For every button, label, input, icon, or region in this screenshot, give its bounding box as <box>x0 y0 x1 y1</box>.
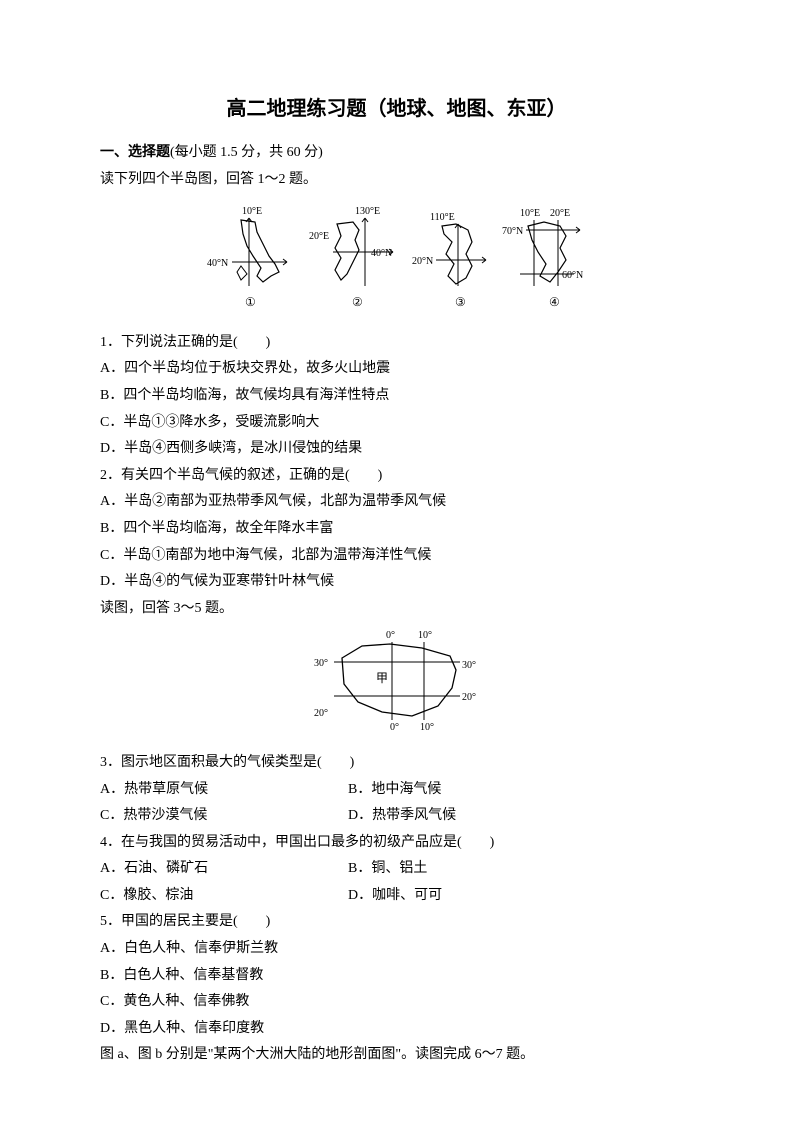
fig1-m1-lat: 40°N <box>207 258 228 269</box>
q5-opt-a: A．白色人种、信奉伊斯兰教 <box>100 936 693 963</box>
fig2-r20: 20° <box>462 692 476 703</box>
q3-opt-b: B．地中海气候 <box>348 777 441 804</box>
q2-opt-a: A．半岛②南部为亚热带季风气候，北部为温带季风气候 <box>100 489 693 516</box>
fig2-t0: 0° <box>386 630 395 641</box>
q2-stem: 2．有关四个半岛气候的叙述，正确的是( ) <box>100 463 693 490</box>
fig2-b0: 0° <box>390 722 399 733</box>
q5-opt-d: D．黑色人种、信奉印度教 <box>100 1016 693 1043</box>
section-1-header: 一、选择题(每小题 1.5 分，共 60 分) <box>100 140 693 167</box>
fig1-m4-lat1: 70°N <box>502 226 523 237</box>
fig2-b10: 10° <box>420 722 434 733</box>
fig1-m4-lon2: 20°E <box>550 208 570 219</box>
q4-opt-b: B．铜、铝土 <box>348 856 427 883</box>
fig2-l20: 20° <box>314 708 328 719</box>
q2-opt-c: C．半岛①南部为地中海气候，北部为温带海洋性气候 <box>100 543 693 570</box>
fig1-num-2: ② <box>352 295 363 309</box>
fig2-t10: 10° <box>418 630 432 641</box>
q2-opt-b: B．四个半岛均临海，故全年降水丰富 <box>100 516 693 543</box>
page-title: 高二地理练习题（地球、地图、东亚） <box>100 90 693 128</box>
intro-3: 图 a、图 b 分别是"某两个大洲大陆的地形剖面图"。读图完成 6～7 题。 <box>100 1042 693 1069</box>
q2-opt-d: D．半岛④的气候为亚寒带针叶林气候 <box>100 569 693 596</box>
fig1-m1-lon: 10°E <box>242 206 262 217</box>
q1-opt-d: D．半岛④西侧多峡湾，是冰川侵蚀的结果 <box>100 436 693 463</box>
fig2-jia: 甲 <box>376 671 388 685</box>
q1-opt-b: B．四个半岛均临海，故气候均具有海洋性特点 <box>100 383 693 410</box>
fig1-num-4: ④ <box>549 295 560 309</box>
figure-1: 10°E 40°N 130°E 20°E <box>100 201 693 322</box>
fig1-m2-lon: 130°E <box>355 206 380 217</box>
q1-opt-c: C．半岛①③降水多，受暖流影响大 <box>100 410 693 437</box>
q5-opt-b: B．白色人种、信奉基督教 <box>100 963 693 990</box>
fig1-m4-lon1: 10°E <box>520 208 540 219</box>
intro-1: 读下列四个半岛图，回答 1～2 题。 <box>100 167 693 194</box>
fig1-m2-lat1: 20°E <box>309 231 329 242</box>
fig1-m2-lat2: 40°N <box>371 248 392 259</box>
q5-stem: 5．甲国的居民主要是( ) <box>100 909 693 936</box>
q4-stem: 4．在与我国的贸易活动中，甲国出口最多的初级产品应是( ) <box>100 830 693 857</box>
fig1-m3-lon: 110°E <box>430 212 455 223</box>
section-label: 一、选择题 <box>100 145 170 160</box>
section-scoring: (每小题 1.5 分，共 60 分) <box>170 145 323 160</box>
q1-opt-a: A．四个半岛均位于板块交界处，故多火山地震 <box>100 356 693 383</box>
q3-opt-c: C．热带沙漠气候 <box>100 803 348 830</box>
q1-stem: 1．下列说法正确的是( ) <box>100 330 693 357</box>
q4-opt-a: A．石油、磷矿石 <box>100 856 348 883</box>
q3-opt-a: A．热带草原气候 <box>100 777 348 804</box>
q5-opt-c: C．黄色人种、信奉佛教 <box>100 989 693 1016</box>
q3-stem: 3．图示地区面积最大的气候类型是( ) <box>100 750 693 777</box>
figure-2: 0° 10° 30° 20° 30° 20° 0° 10° 甲 <box>100 628 693 744</box>
q3-opt-d: D．热带季风气候 <box>348 803 456 830</box>
q4-opt-d: D．咖啡、可可 <box>348 883 442 910</box>
fig1-m4-lat2: 60°N <box>562 270 583 281</box>
fig2-l30: 30° <box>314 658 328 669</box>
intro-2: 读图，回答 3～5 题。 <box>100 596 693 623</box>
fig1-num-1: ① <box>245 295 256 309</box>
fig1-num-3: ③ <box>455 295 466 309</box>
q4-opt-c: C．橡胶、棕油 <box>100 883 348 910</box>
fig1-m3-lat: 20°N <box>412 256 433 267</box>
fig2-r30: 30° <box>462 660 476 671</box>
